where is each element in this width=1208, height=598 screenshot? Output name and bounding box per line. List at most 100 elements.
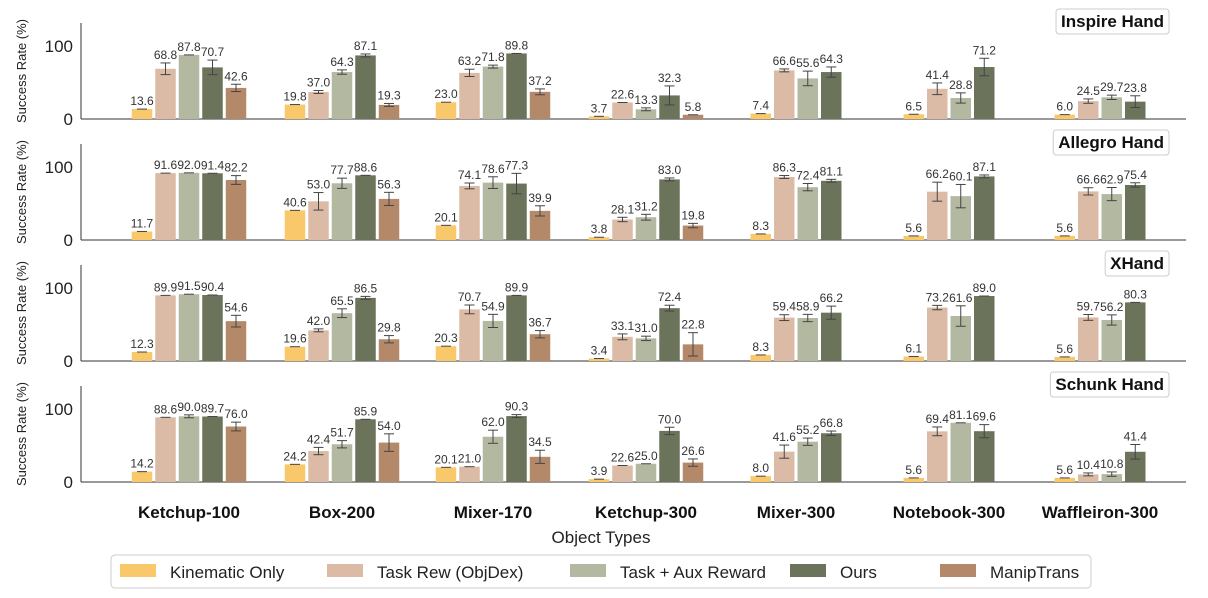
data-label: 23.0 — [434, 87, 458, 101]
bar — [682, 225, 704, 240]
data-label: 75.4 — [1124, 168, 1148, 182]
data-label: 39.9 — [528, 191, 552, 205]
bar — [1101, 319, 1122, 361]
bar — [225, 426, 247, 482]
data-label: 90.0 — [177, 400, 201, 414]
panel-title-box — [1055, 8, 1170, 35]
bar — [331, 444, 353, 482]
bar — [1078, 317, 1099, 361]
data-label: 13.3 — [634, 93, 658, 107]
bar — [155, 417, 176, 482]
bar — [682, 462, 704, 482]
y-tick-label: 0 — [64, 231, 73, 250]
data-label: 10.4 — [1077, 458, 1101, 472]
bar — [378, 104, 400, 119]
data-label: 62.0 — [481, 415, 505, 429]
y-axis-label: Success Rate (%) — [14, 382, 29, 486]
legend-label: Kinematic Only — [170, 563, 285, 582]
data-label: 37.0 — [307, 76, 331, 90]
data-label: 8.0 — [752, 461, 769, 475]
data-label: 22.6 — [611, 451, 635, 465]
bar — [927, 431, 948, 482]
data-label: 6.5 — [905, 99, 922, 113]
y-tick-label: 0 — [64, 473, 73, 492]
y-tick-label: 0 — [64, 352, 73, 371]
bar — [659, 430, 680, 482]
bar — [821, 433, 842, 482]
data-label: 41.4 — [926, 68, 950, 82]
data-label: 61.6 — [949, 291, 973, 305]
bar — [635, 217, 657, 240]
bar — [635, 463, 657, 482]
bar — [435, 467, 457, 482]
bar — [131, 231, 153, 240]
data-label: 25.0 — [634, 449, 658, 463]
bar — [1054, 356, 1075, 361]
data-label: 24.5 — [1077, 84, 1101, 98]
data-label: 3.4 — [591, 344, 608, 358]
data-label: 53.0 — [307, 178, 331, 192]
bar — [506, 53, 527, 119]
data-label: 68.8 — [154, 48, 178, 62]
legend-swatch — [327, 564, 363, 577]
bar — [774, 70, 795, 119]
data-label: 59.4 — [773, 300, 797, 314]
data-label: 89.7 — [201, 402, 225, 416]
bar — [903, 356, 924, 361]
bar — [950, 422, 971, 482]
bar — [797, 318, 818, 361]
bar — [155, 173, 176, 240]
bar — [331, 183, 353, 240]
data-label: 3.9 — [591, 464, 608, 478]
bar — [482, 66, 504, 119]
bar — [1101, 474, 1122, 482]
data-label: 69.4 — [926, 412, 950, 426]
data-label: 42.0 — [307, 314, 331, 328]
data-label: 54.6 — [224, 300, 248, 314]
data-label: 26.6 — [681, 444, 705, 458]
data-label: 64.3 — [820, 52, 844, 66]
data-label: 19.3 — [377, 88, 401, 102]
data-label: 65.5 — [330, 294, 354, 308]
data-label: 33.1 — [611, 319, 635, 333]
bar — [927, 191, 948, 240]
data-label: 91.6 — [154, 158, 178, 172]
bar — [202, 67, 223, 119]
data-label: 55.2 — [796, 423, 820, 437]
bar — [331, 313, 353, 361]
data-label: 28.8 — [949, 78, 973, 92]
bar — [774, 317, 795, 361]
bar — [950, 316, 971, 361]
bar — [612, 219, 633, 240]
data-label: 88.6 — [354, 160, 378, 174]
data-label: 62.9 — [1100, 173, 1124, 187]
panel-title-box — [1049, 371, 1170, 398]
bar — [155, 295, 176, 361]
data-label: 92.0 — [177, 158, 201, 172]
data-label: 51.7 — [330, 426, 354, 440]
data-label: 22.6 — [611, 88, 635, 102]
data-label: 81.1 — [949, 408, 973, 422]
data-label: 14.2 — [130, 457, 154, 471]
bar — [506, 183, 527, 240]
data-label: 59.7 — [1077, 299, 1101, 313]
bar — [435, 102, 457, 119]
x-tick-label: Mixer-170 — [454, 503, 532, 522]
bar — [750, 113, 771, 119]
bar — [529, 210, 551, 240]
bar — [1054, 477, 1075, 482]
bar — [459, 466, 480, 482]
data-label: 74.1 — [458, 168, 482, 182]
bar — [131, 352, 153, 361]
data-label: 89.9 — [154, 280, 178, 294]
bar — [612, 465, 633, 482]
data-label: 88.6 — [154, 402, 178, 416]
bar — [131, 471, 153, 482]
data-label: 87.1 — [354, 39, 378, 53]
bar — [1078, 101, 1099, 119]
legend-label: Task + Aux Reward — [620, 563, 766, 582]
data-label: 20.1 — [434, 452, 458, 466]
legend-swatch — [940, 564, 976, 577]
data-label: 72.4 — [658, 290, 682, 304]
bar — [308, 201, 329, 240]
